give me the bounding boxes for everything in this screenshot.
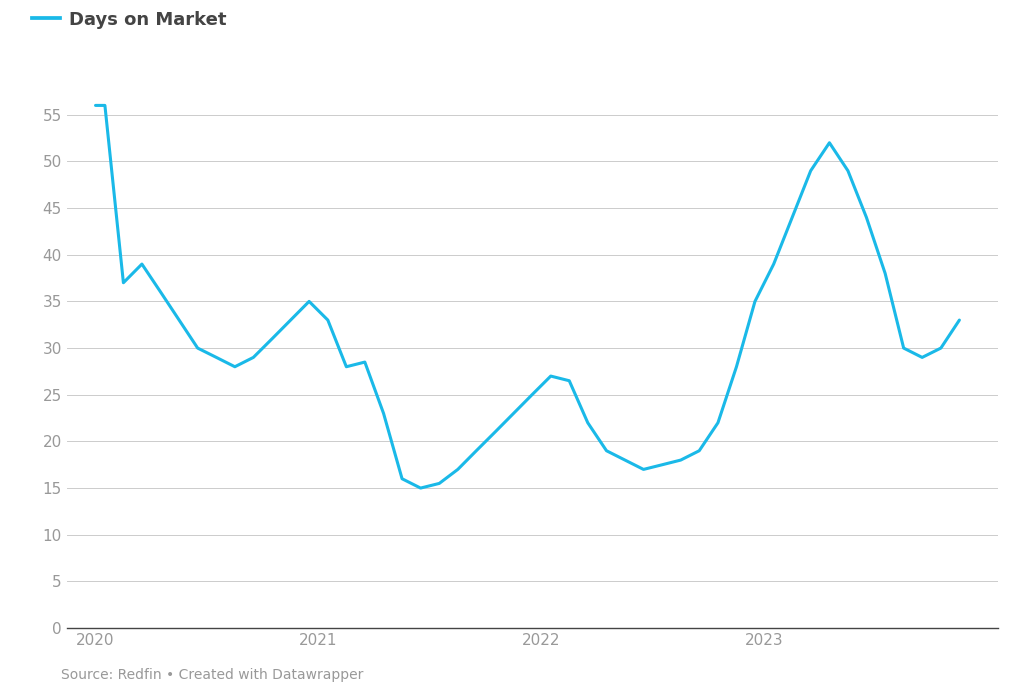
Legend: Days on Market: Days on Market xyxy=(25,3,234,36)
Text: Source: Redfin • Created with Datawrapper: Source: Redfin • Created with Datawrappe… xyxy=(61,668,364,682)
